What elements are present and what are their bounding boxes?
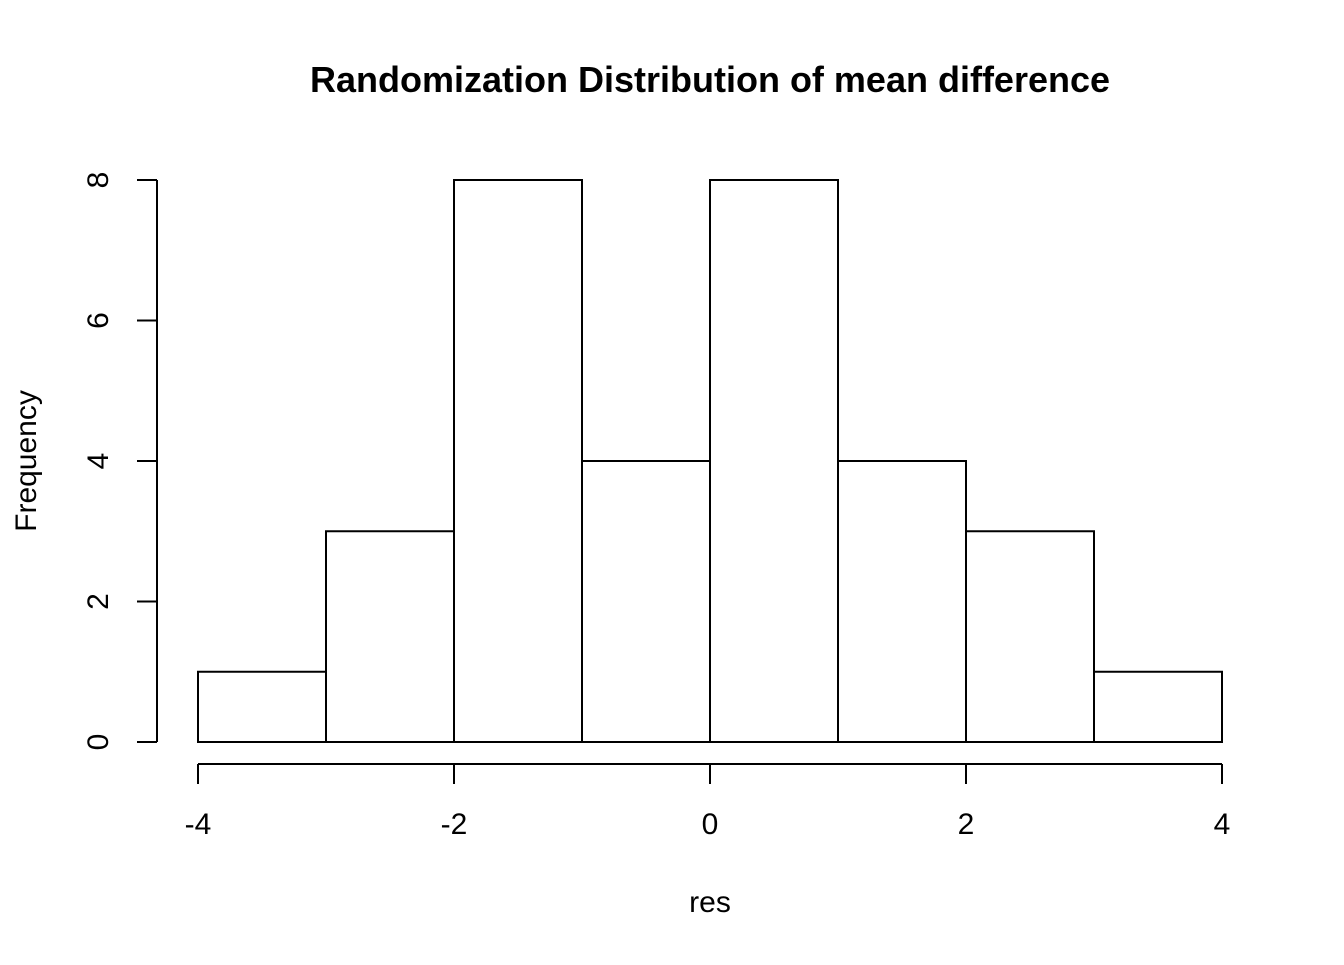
- histogram-bar-5: [709, 179, 839, 743]
- x-axis: -4 -2 0 2 4: [185, 763, 1231, 841]
- histogram-bar-8: [1093, 670, 1223, 743]
- histogram-bar-2: [325, 530, 455, 743]
- y-axis-label: Frequency: [10, 390, 43, 532]
- x-tick-label: -4: [185, 808, 212, 841]
- chart-title: Randomization Distribution of mean diffe…: [310, 59, 1110, 100]
- bars-group: [197, 179, 1223, 743]
- y-tick-label: 2: [82, 593, 115, 610]
- histogram-bar-7: [965, 530, 1095, 743]
- x-axis-label: res: [689, 886, 731, 919]
- histogram-bar-1: [197, 670, 327, 743]
- x-tick-label: 4: [1214, 808, 1231, 841]
- y-tick-label: 4: [82, 453, 115, 470]
- histogram-bar-3: [453, 179, 583, 743]
- y-axis: 0 2 4 6 8: [82, 172, 158, 751]
- y-tick-label: 8: [82, 172, 115, 189]
- x-tick-label: 2: [958, 808, 975, 841]
- x-tick-label: 0: [702, 808, 719, 841]
- histogram-bar-4: [581, 460, 711, 743]
- histogram-bar-6: [837, 460, 967, 743]
- y-tick-label: 0: [82, 734, 115, 751]
- y-tick-label: 6: [82, 312, 115, 329]
- x-tick-label: -2: [441, 808, 468, 841]
